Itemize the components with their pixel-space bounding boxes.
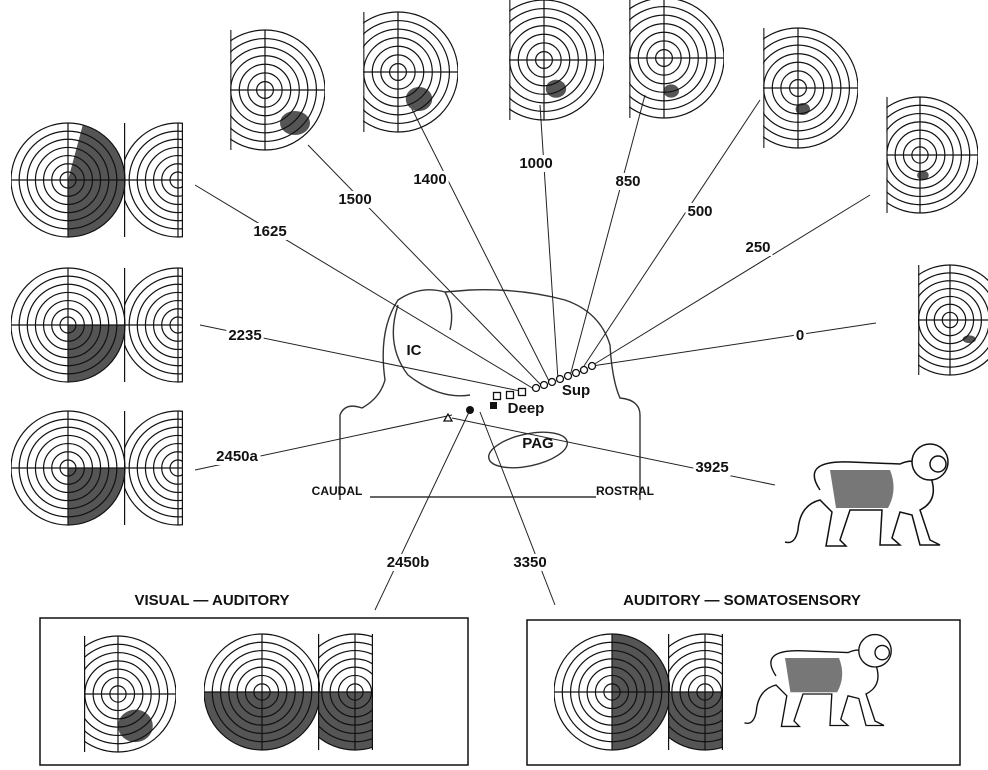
axis-label: CAUDAL [312,484,363,498]
depth-label: 2450b [387,554,430,571]
site-marker [541,382,548,389]
receptive-field [895,265,988,375]
receptive-field [11,268,125,382]
site-marker [533,385,540,392]
site-marker [549,379,556,386]
electrode-line [410,105,550,383]
depth-label: 2235 [228,327,261,344]
depth-label: 1400 [413,171,446,188]
structure-label: Sup [562,382,590,399]
response-region [963,335,976,343]
site-marker [494,393,501,400]
monkey-face [930,456,946,472]
figure: IC Sup Deep PAG CAUDAL ROSTRAL VISUAL — … [0,0,988,770]
receptive-field [338,12,458,132]
monkey-shading [830,470,894,508]
depth-label: 850 [615,173,640,190]
monkey-figure [745,635,892,727]
receptive-field [554,634,670,750]
receptive-field [205,30,325,150]
site-marker [519,389,526,396]
receptive-field [11,411,125,525]
electrode-line [588,195,870,368]
depth-label: 3925 [695,459,728,476]
receptive-field [121,123,235,237]
monkey-face [875,645,889,659]
ic-boundary [445,292,452,330]
site-marker [466,406,474,414]
brain-section [340,290,640,500]
depth-label: 3350 [513,554,546,571]
panel-title: AUDITORY — SOMATOSENSORY [623,592,861,609]
response-region [118,710,153,742]
depth-label: 2450a [216,448,258,465]
page: {"structures": {"ic": "IC", "sup": "Sup"… [0,0,988,770]
electrode-line [592,323,876,366]
electrode-line [195,185,534,389]
structure-label: Deep [508,400,545,417]
receptive-field [121,411,235,525]
electrode-line [375,410,470,610]
depth-label: 0 [796,327,804,344]
receptive-field [738,28,858,148]
brain-outline [340,290,640,500]
axis-label: ROSTRAL [596,484,654,498]
site-marker [565,373,572,380]
site-marker [573,370,580,377]
depth-label: 1000 [519,155,552,172]
structure-label: IC [407,342,422,359]
structure-label: PAG [522,435,553,452]
site-marker [581,367,588,374]
panel-title: VISUAL — AUDITORY [134,592,289,609]
depth-label: 500 [687,203,712,220]
receptive-field [121,268,235,382]
ic-boundary [393,305,470,396]
site-marker [507,392,514,399]
electrode-line [570,95,645,376]
site-marker [589,363,596,370]
depth-label: 1500 [338,191,371,208]
site-marker [557,376,564,383]
site-marker [490,402,497,409]
receptive-field [862,97,978,213]
receptive-field [484,0,604,120]
electrode-line [540,105,558,380]
monkey-figure [785,444,948,546]
depth-label: 1625 [253,223,286,240]
receptive-field [11,123,125,237]
receptive-field [204,634,320,750]
depth-label: 250 [745,239,770,256]
monkey-shading [785,658,842,692]
receptive-field [604,0,724,118]
receptive-field [60,636,176,752]
